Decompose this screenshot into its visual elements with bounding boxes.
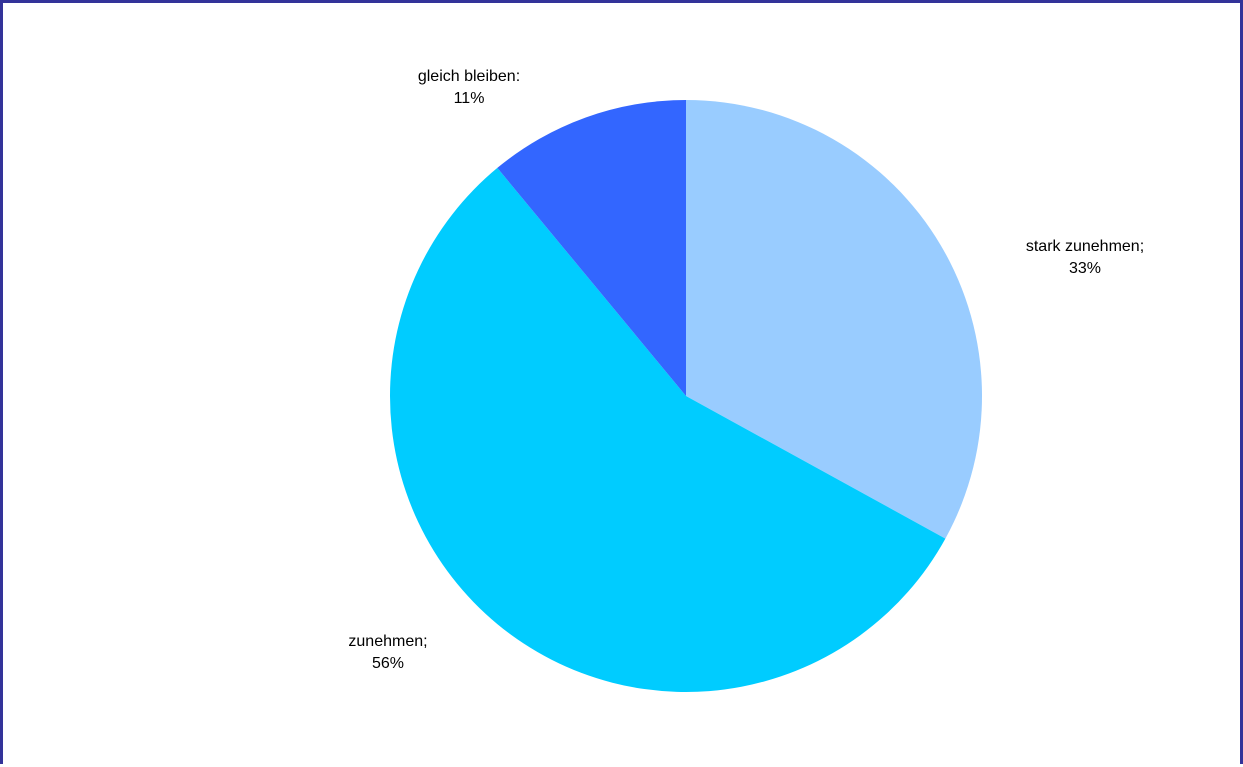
pie-chart: stark zunehmen; 33% zunehmen; 56% gleich ble… [348, 68, 1144, 693]
slice-label-percent: 56% [372, 655, 404, 672]
slice-label-name: stark zunehmen; [1026, 238, 1144, 255]
pie-slices [390, 100, 982, 693]
pie-slice-stark-zunehmen [686, 100, 982, 539]
slice-label-name: zunehmen; [348, 633, 427, 650]
pie-slice-gleich-bleiben [497, 100, 686, 396]
slice-label-percent: 33% [1069, 260, 1101, 277]
slice-label-percent: 11% [454, 90, 485, 107]
pie-labels: stark zunehmen; 33% zunehmen; 56% gleich ble… [348, 68, 1144, 672]
pie-slice-zunehmen [390, 167, 946, 693]
slice-label-name: gleich bleiben: [418, 68, 520, 85]
